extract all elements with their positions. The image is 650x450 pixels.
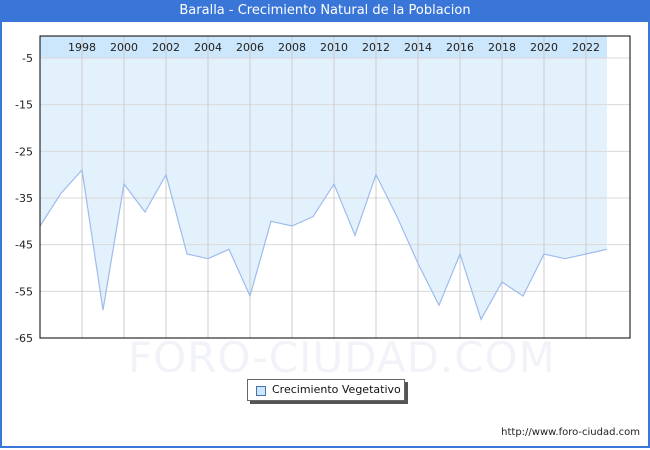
x-axis-band xyxy=(40,36,607,58)
x-tick-label: 2008 xyxy=(278,41,306,54)
y-tick-label: -5 xyxy=(22,52,33,65)
x-tick-label: 2006 xyxy=(236,41,264,54)
x-tick-label: 2004 xyxy=(194,41,222,54)
x-tick-label: 2016 xyxy=(446,41,474,54)
watermark: FORO-CIUDAD.COM xyxy=(128,333,556,382)
source-url: http://www.foro-ciudad.com xyxy=(501,427,640,438)
x-tick-label: 2022 xyxy=(572,41,600,54)
y-tick-label: -25 xyxy=(15,145,33,158)
data-line xyxy=(39,168,608,321)
x-tick-label: 2000 xyxy=(110,41,138,54)
y-tick-label: -45 xyxy=(15,239,33,252)
x-tick-label: 2014 xyxy=(404,41,432,54)
y-tick-label: -55 xyxy=(15,285,33,298)
x-tick-label: 1998 xyxy=(68,41,96,54)
x-tick-label: 2018 xyxy=(488,41,516,54)
x-tick-label: 2002 xyxy=(152,41,180,54)
chart-title: Baralla - Crecimiento Natural de la Pobl… xyxy=(0,0,650,22)
y-tick-label: -15 xyxy=(15,99,33,112)
x-tick-label: 2020 xyxy=(530,41,558,54)
y-tick-label: -65 xyxy=(15,332,33,345)
legend-swatch-icon xyxy=(256,386,266,396)
x-tick-label: 2010 xyxy=(320,41,348,54)
area-fill xyxy=(40,58,607,320)
legend-label: Crecimiento Vegetativo xyxy=(272,383,401,396)
x-tick-label: 2012 xyxy=(362,41,390,54)
legend: Crecimiento Vegetativo xyxy=(247,379,405,401)
plot-border xyxy=(39,35,631,339)
y-tick-label: -35 xyxy=(15,192,33,205)
